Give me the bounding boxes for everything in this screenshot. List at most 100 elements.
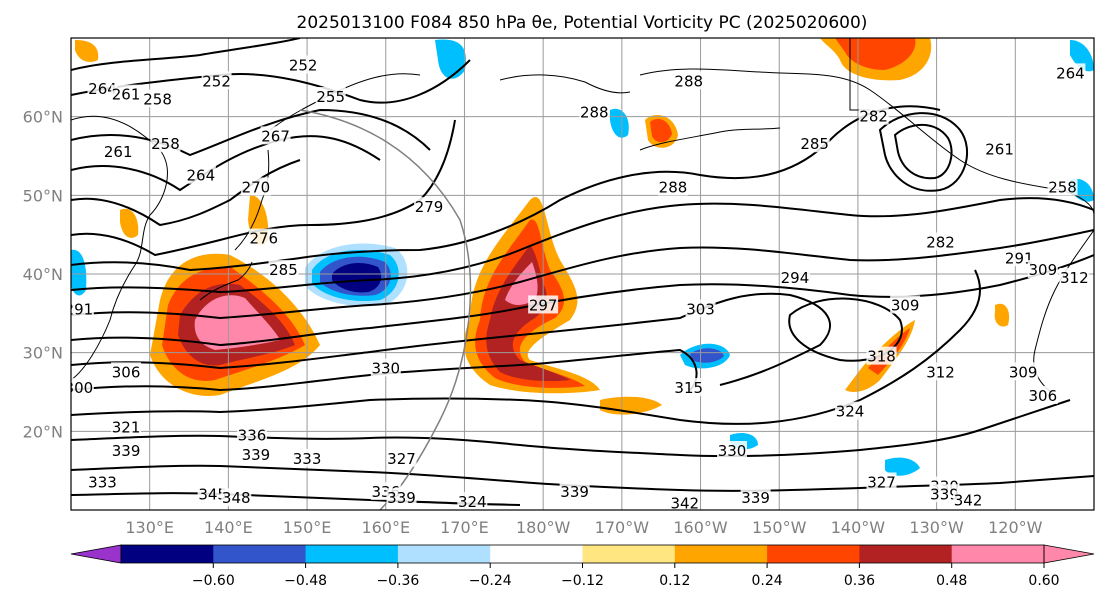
contour-label: 261	[112, 86, 141, 104]
contour-label: 324	[458, 493, 487, 511]
contour-label: 342	[954, 492, 983, 510]
latitude-label: 30°N	[23, 344, 63, 363]
contour-label-bg	[201, 71, 232, 90]
pv-min-158e	[332, 262, 382, 293]
contour-297	[71, 254, 1094, 347]
contour-label-bg	[315, 87, 346, 105]
contour-label-bg	[1059, 267, 1090, 286]
contour-label: 282	[859, 108, 888, 126]
contour-label-bg	[1004, 248, 1035, 267]
colorbar-segment	[582, 545, 676, 563]
contour-label: 333	[88, 473, 117, 491]
contour-label-bg	[925, 362, 956, 381]
colorbar-extension-min	[70, 544, 122, 564]
coastline-japan	[199, 261, 253, 301]
contour-label-bg	[103, 142, 134, 161]
contour-label: 258	[151, 135, 180, 153]
contour-label-bg	[111, 362, 142, 381]
longitude-label: 160°E	[361, 518, 410, 537]
colorbar-segment	[213, 545, 307, 563]
contour-label-bg	[717, 441, 748, 459]
contour-330	[71, 399, 1071, 458]
contour-label: 333	[293, 450, 322, 468]
longitude-label: 160°W	[673, 518, 728, 537]
contour-label-bg	[150, 134, 181, 153]
contour-label-bg	[240, 444, 271, 463]
contour-label: 291	[65, 300, 94, 318]
longitude-label: 130°E	[125, 518, 174, 537]
contour-label-bg	[858, 106, 889, 125]
pv-negative-bering	[610, 108, 629, 138]
contour-label-bg	[87, 79, 118, 98]
contour-label: 291	[1005, 249, 1034, 267]
contour-label: 309	[1009, 363, 1038, 381]
contour-label-bg	[236, 425, 267, 444]
map-title: 2025013100 F084 850 hPa θe, Potential Vo…	[297, 13, 868, 33]
latitude-labels: 60°N 50°N 40°N 30°N 20°N	[23, 108, 63, 442]
latitude-label: 60°N	[23, 108, 63, 127]
contour-303	[71, 292, 831, 386]
contour-label-bg	[740, 488, 771, 507]
longitude-label: 120°W	[988, 518, 1043, 537]
coastline-chukotka	[499, 74, 631, 94]
contour-label: 252	[289, 57, 318, 75]
contour-label-bg	[370, 358, 401, 377]
latitude-label: 50°N	[23, 186, 63, 205]
longitude-label: 150°W	[752, 518, 807, 537]
contour-label-bg	[929, 484, 960, 503]
colorbar-segment	[674, 545, 768, 563]
contour-label: 312	[1060, 269, 1089, 287]
contour-alaska-low-inner	[893, 123, 953, 180]
contour-label: 339	[387, 489, 416, 507]
colorbar-tick-label: −0.12	[561, 573, 604, 589]
contour-label-bg	[559, 481, 590, 500]
contour-label: 285	[269, 261, 298, 279]
latitude-label: 40°N	[23, 265, 63, 284]
colorbar-segment	[490, 545, 583, 563]
contour-label: 330	[718, 442, 747, 460]
contour-alaska-low	[878, 112, 969, 192]
contour-label-bg	[1047, 177, 1078, 196]
coastlines	[71, 38, 1094, 396]
contour-label-bg	[1027, 385, 1058, 404]
colorbar-segment	[767, 545, 860, 563]
contour-label: 288	[580, 104, 609, 122]
contour-label-bg	[268, 260, 299, 279]
longitude-label: 170°E	[440, 518, 489, 537]
pv-negative-west-edge	[71, 249, 87, 296]
contour-label: 258	[1048, 178, 1077, 196]
contour-label: 303	[686, 300, 715, 318]
contour-label: 336	[238, 426, 267, 444]
contour-label-bg	[142, 89, 173, 108]
contour-label-bg	[579, 102, 610, 121]
contour-345	[71, 492, 521, 506]
contour-label-bg	[866, 472, 897, 491]
aleutian-islands	[639, 127, 781, 151]
longitude-label: 180°W	[516, 518, 571, 537]
contour-label: 309	[1029, 261, 1058, 279]
contour-288	[71, 197, 1094, 294]
longitude-label: 170°W	[595, 518, 650, 537]
longitude-label: 140°E	[204, 518, 253, 537]
contour-label: 294	[781, 269, 810, 287]
contour-255	[71, 59, 471, 104]
contour-label: 312	[926, 363, 955, 381]
pv-negative-155w-inner	[690, 348, 724, 363]
colorbar-tick-label: 0.60	[1028, 573, 1059, 589]
colorbar-tick-label: −0.24	[469, 573, 512, 589]
contour-label: 261	[985, 141, 1014, 159]
contour-label-bg	[669, 493, 700, 510]
contour-label-bg	[953, 490, 984, 509]
longitude-label: 150°E	[283, 518, 332, 537]
colorbar-tick-label: 0.24	[752, 573, 783, 589]
contour-label: 315	[674, 379, 703, 397]
contour-label-bg	[528, 295, 559, 314]
contour-label-bg	[386, 448, 417, 467]
contour-label-bg	[71, 378, 94, 397]
contour-252	[71, 38, 301, 71]
colorbar-tick-label: 0.36	[844, 573, 875, 589]
contour-label: 255	[316, 88, 345, 106]
contour-label: 297	[529, 296, 558, 314]
